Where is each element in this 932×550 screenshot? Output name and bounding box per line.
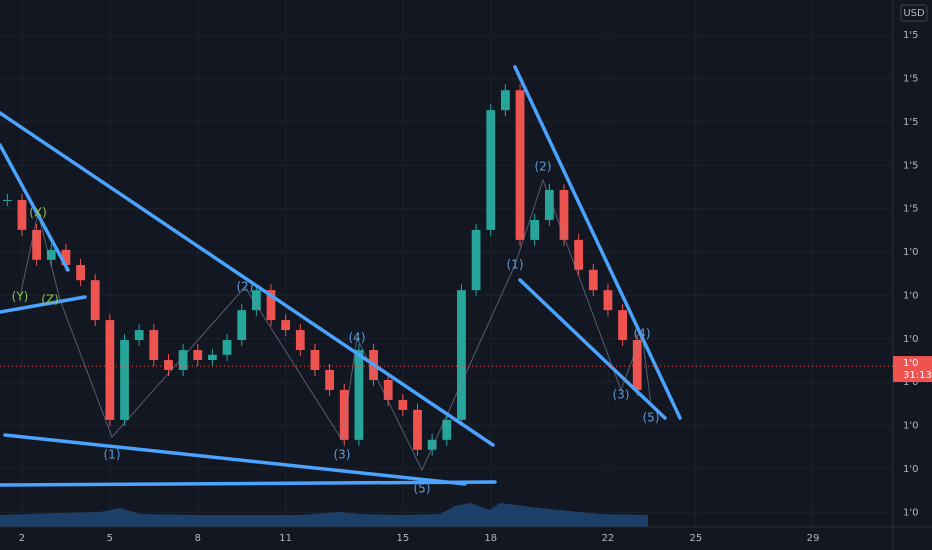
- candle: [46, 249, 56, 260]
- candle: [632, 340, 642, 390]
- wave-label: (5): [643, 411, 660, 425]
- wave-label: (3): [334, 448, 351, 462]
- wave-label: (1): [104, 448, 121, 462]
- wave-label: (1): [507, 258, 524, 272]
- candle: [515, 90, 525, 240]
- y-tick-label: 1'0: [903, 334, 918, 345]
- candle: [251, 290, 261, 311]
- x-tick-label: 8: [195, 533, 201, 544]
- candle: [266, 290, 276, 321]
- candle: [149, 330, 159, 361]
- x-tick-label: 18: [484, 533, 497, 544]
- candle: [310, 350, 320, 370]
- y-tick-label: 1'5: [903, 204, 918, 215]
- candles: [2, 84, 642, 456]
- y-tick-label: 1'0: [903, 377, 918, 388]
- y-tick-label: 1'0: [903, 421, 918, 432]
- trend-line: [3, 433, 467, 486]
- candle: [32, 229, 42, 260]
- candle: [2, 199, 12, 201]
- y-tick-label: 1'0: [903, 290, 918, 301]
- wave-label: (Z): [41, 293, 59, 307]
- candle: [222, 340, 232, 355]
- candle: [398, 399, 408, 410]
- y-tick-label: 1'5: [903, 117, 918, 128]
- candle: [281, 320, 291, 331]
- volume-area: [0, 503, 648, 527]
- x-tick-label: 22: [602, 533, 615, 544]
- candle: [442, 419, 452, 440]
- wave-label: (3): [613, 388, 630, 402]
- candle: [237, 310, 247, 341]
- trend-line: [518, 278, 667, 420]
- x-tick-label: 15: [396, 533, 409, 544]
- trend-line: [0, 295, 87, 314]
- candle: [544, 189, 554, 220]
- price-label: 1'0: [903, 358, 918, 369]
- candle: [500, 90, 510, 111]
- wave-label: (X): [29, 206, 47, 220]
- candle: [193, 350, 203, 361]
- candle: [603, 290, 613, 311]
- price-label-box: [893, 356, 932, 383]
- candle: [17, 199, 27, 230]
- trend-line: [0, 111, 495, 447]
- grid: [0, 0, 893, 527]
- y-tick-label: 1'0: [903, 507, 918, 518]
- candle: [559, 189, 569, 240]
- candle: [164, 360, 173, 370]
- candle: [383, 379, 393, 400]
- y-tick-label: 1'5: [903, 160, 918, 171]
- candle: [120, 340, 129, 420]
- candle: [208, 354, 217, 361]
- candle: [134, 330, 144, 341]
- x-tick-label: 29: [807, 533, 820, 544]
- trend-line: [0, 143, 70, 272]
- trend-lines: [0, 65, 682, 487]
- x-tick-label: 2: [19, 533, 25, 544]
- candle: [471, 229, 481, 291]
- candle: [588, 269, 598, 291]
- candle: [61, 249, 71, 266]
- x-tick-label: 5: [107, 533, 113, 544]
- trend-line: [0, 480, 497, 487]
- candle: [574, 239, 584, 270]
- y-tick-label: 1'5: [903, 74, 918, 85]
- currency[interactable]: USD: [903, 8, 925, 19]
- candle: [457, 290, 466, 420]
- wave-label: (4): [634, 327, 651, 341]
- candle: [76, 265, 85, 281]
- wave-label: (4): [349, 331, 366, 345]
- candle: [530, 219, 540, 240]
- trend-line: [513, 65, 682, 420]
- wave-label: (2): [535, 160, 552, 174]
- y-tick-label: 1'0: [903, 464, 918, 475]
- candle: [105, 320, 115, 420]
- currency-box[interactable]: [900, 4, 928, 22]
- wave-label: (5): [414, 482, 431, 496]
- countdown: 31:13: [903, 370, 932, 381]
- candle: [178, 350, 188, 370]
- candle: [90, 280, 100, 321]
- candle: [427, 439, 437, 450]
- wave-label: (2): [237, 280, 254, 294]
- labels: 1'51'51'51'51'51'01'01'01'01'01'01'02 5 8 1…: [0, 30, 932, 544]
- candle: [354, 350, 364, 440]
- candle: [325, 369, 334, 390]
- candle: [618, 310, 627, 341]
- candle: [339, 389, 349, 440]
- y-tick-label: 1'5: [903, 30, 918, 41]
- candle: [295, 330, 305, 351]
- x-tick-label: 11: [279, 533, 292, 544]
- candle: [413, 409, 422, 450]
- wave-label: (Y): [12, 290, 29, 304]
- candle: [486, 110, 496, 230]
- x-tick-label: 25: [689, 533, 702, 544]
- y-tick-label: 1'0: [903, 247, 918, 258]
- wave-path: [19, 178, 652, 472]
